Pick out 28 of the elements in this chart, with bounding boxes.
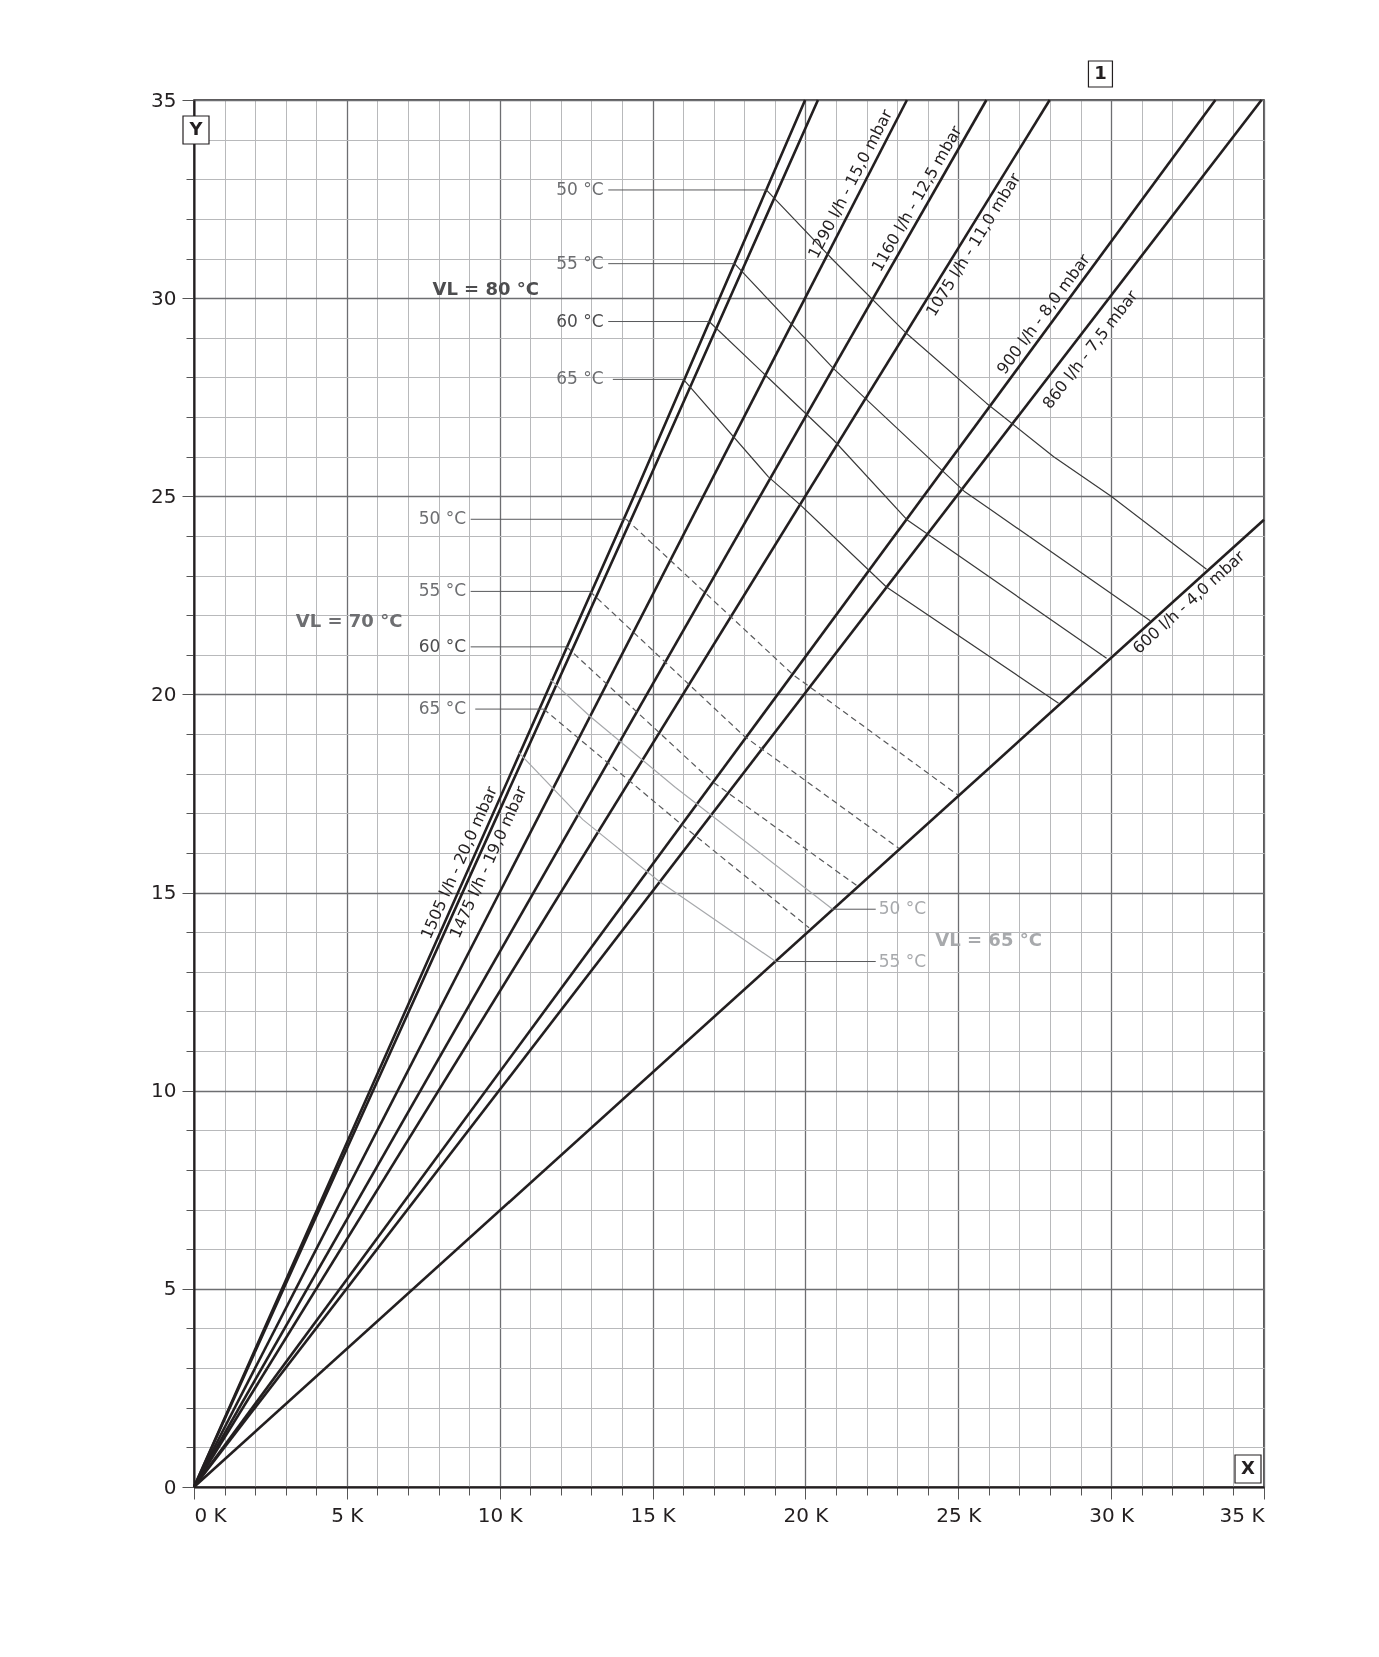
y-tick-label: 25 <box>151 483 177 508</box>
y-tick-label: 10 <box>151 1078 177 1103</box>
y-tick-label: 15 <box>151 880 177 905</box>
x-tick-label: 10 K <box>477 1502 524 1527</box>
y-tick-label: 5 <box>163 1276 177 1301</box>
y-tick-label: 20 <box>151 681 177 706</box>
x-tick-label: 5 K <box>331 1502 365 1527</box>
x-tick-label: 25 K <box>936 1502 983 1527</box>
annotation: VL = 70 °C <box>295 609 403 631</box>
annotation: 60 °C <box>556 310 604 331</box>
y-tick-label: 0 <box>163 1474 177 1499</box>
annotation: 55 °C <box>556 252 604 273</box>
text: 1 <box>1094 62 1107 83</box>
x-tick-label: 20 K <box>783 1502 830 1527</box>
annotation: 55 °C <box>418 580 467 601</box>
x-axis-title: X <box>1241 1457 1256 1478</box>
annotation: 65 °C <box>556 368 604 389</box>
annotation: 60 °C <box>418 635 467 656</box>
annotation: 65 °C <box>418 698 467 719</box>
x-tick-label: 15 K <box>630 1502 677 1527</box>
x-tick-label: 0 K <box>194 1502 228 1527</box>
y-tick-label: 30 <box>151 285 177 310</box>
y-tick-label: 35 <box>151 87 177 112</box>
x-tick-label: 35 K <box>1219 1502 1266 1527</box>
x-tick-label: 30 K <box>1089 1502 1135 1527</box>
annotation: 50 °C <box>418 508 467 529</box>
annotation: 50 °C <box>556 178 604 199</box>
y-axis-title: Y <box>188 118 204 139</box>
